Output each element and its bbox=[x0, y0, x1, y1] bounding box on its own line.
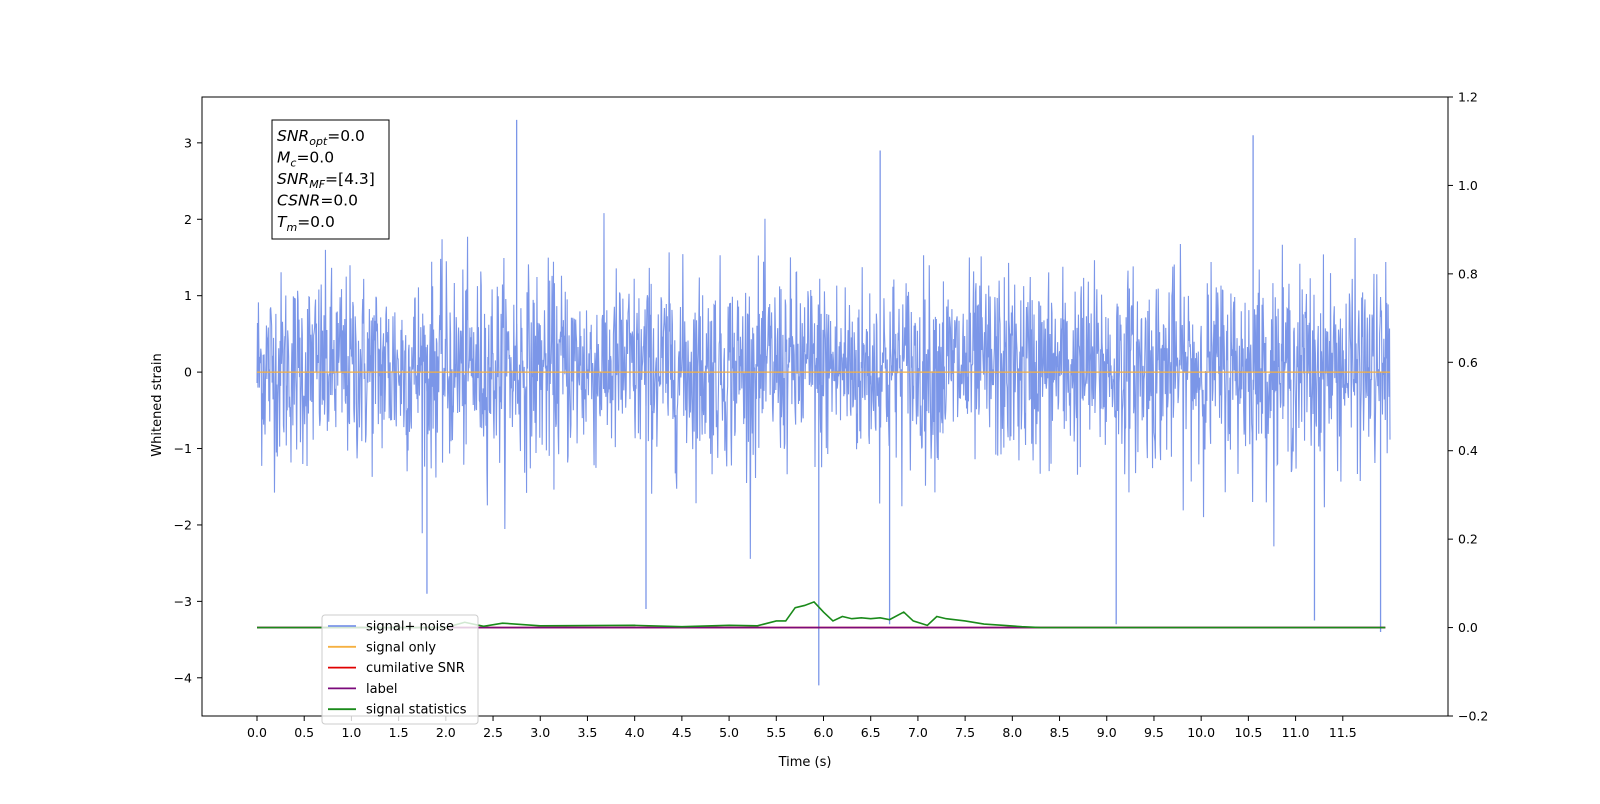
x-axis-label: Time (s) bbox=[778, 755, 832, 770]
y2-tick-label: 0.4 bbox=[1458, 443, 1478, 458]
legend: signal+ noise signal only cumilative SNR la… bbox=[321, 614, 479, 725]
y-tick-label: −2 bbox=[174, 517, 192, 532]
y-axis-right: 1.2 1.0 0.8 0.6 0.4 0.2 0.0 −0.2 bbox=[1448, 90, 1488, 724]
y-tick-label: 1 bbox=[184, 288, 192, 303]
series-signal-statistics bbox=[257, 600, 1386, 629]
x-tick-label: 7.5 bbox=[955, 725, 975, 740]
x-axis: 0.0 0.5 1.0 1.5 2.0 2.5 3.0 3.5 4.0 4.5 5.0 5.5 6.0 6… bbox=[247, 716, 1357, 740]
plot-frame bbox=[201, 96, 1449, 717]
info-line: SNRMF=[4.3] bbox=[277, 170, 375, 191]
x-tick-label: 4.5 bbox=[672, 725, 692, 740]
info-box-frame bbox=[271, 119, 390, 240]
legend-frame bbox=[321, 614, 479, 725]
x-tick-label: 5.0 bbox=[719, 725, 739, 740]
y-tick-label: −4 bbox=[174, 670, 192, 685]
y2-tick-label: 0.8 bbox=[1458, 266, 1478, 281]
info-line: Tm=0.0 bbox=[277, 213, 335, 234]
x-tick-label: 11.5 bbox=[1329, 725, 1357, 740]
x-tick-label: 8.5 bbox=[1050, 725, 1070, 740]
y-tick-label: 3 bbox=[184, 135, 192, 150]
y-axis-label: Whitened strain bbox=[150, 353, 165, 456]
y2-tick-label: 1.0 bbox=[1458, 178, 1478, 193]
y2-tick-label: 0.0 bbox=[1458, 620, 1478, 635]
x-tick-label: 3.5 bbox=[578, 725, 598, 740]
x-tick-label: 1.0 bbox=[341, 725, 361, 740]
series-signal-noise bbox=[256, 213, 1391, 559]
legend-label: signal+ noise bbox=[366, 620, 454, 635]
x-tick-label: 2.5 bbox=[483, 725, 503, 740]
x-tick-label: 2.0 bbox=[436, 725, 456, 740]
x-tick-label: 6.0 bbox=[814, 725, 834, 740]
x-tick-label: 9.0 bbox=[1097, 725, 1117, 740]
legend-label: label bbox=[366, 682, 397, 697]
y2-tick-label: 1.2 bbox=[1458, 90, 1478, 105]
info-line: CSNR=0.0 bbox=[277, 192, 358, 210]
info-line: Mc=0.0 bbox=[277, 149, 334, 170]
x-tick-label: 7.0 bbox=[908, 725, 928, 740]
y2-tick-label: 0.2 bbox=[1458, 532, 1478, 547]
x-tick-label: 9.5 bbox=[1144, 725, 1164, 740]
x-tick-label: 11.0 bbox=[1282, 725, 1310, 740]
y-tick-label: 0 bbox=[184, 365, 192, 380]
y2-tick-label: 0.6 bbox=[1458, 355, 1478, 370]
x-tick-label: 10.0 bbox=[1187, 725, 1215, 740]
x-tick-label: 4.0 bbox=[625, 725, 645, 740]
y-axis-left: 3 2 1 0 −1 −2 −3 −4 bbox=[174, 135, 202, 685]
legend-label: signal only bbox=[366, 640, 436, 655]
legend-label: cumilative SNR bbox=[366, 661, 465, 676]
x-tick-label: 8.0 bbox=[1002, 725, 1022, 740]
x-tick-label: 1.5 bbox=[389, 725, 409, 740]
x-tick-label: 6.5 bbox=[861, 725, 881, 740]
legend-label: signal statistics bbox=[366, 703, 467, 718]
info-line: SNRopt=0.0 bbox=[277, 127, 365, 148]
y-tick-label: 2 bbox=[184, 212, 192, 227]
y-tick-label: −3 bbox=[174, 594, 192, 609]
x-tick-label: 3.0 bbox=[530, 725, 550, 740]
x-tick-label: 0.0 bbox=[247, 725, 267, 740]
y2-tick-label: −0.2 bbox=[1458, 709, 1488, 724]
x-tick-label: 0.5 bbox=[294, 725, 314, 740]
y-tick-label: −1 bbox=[174, 441, 192, 456]
x-tick-label: 10.5 bbox=[1234, 725, 1262, 740]
x-tick-label: 5.5 bbox=[766, 725, 786, 740]
